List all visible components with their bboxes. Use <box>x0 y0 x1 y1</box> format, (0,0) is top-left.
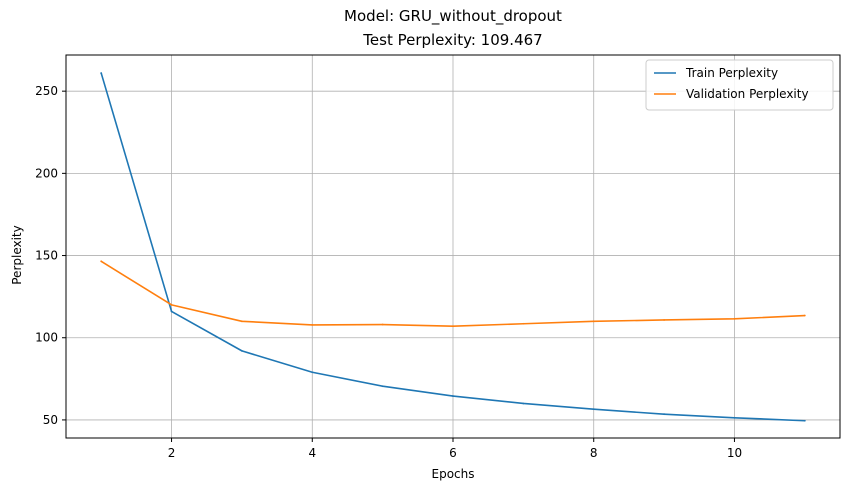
y-tick-label: 200 <box>35 166 58 180</box>
chart-title: Model: GRU_without_dropout <box>344 7 562 26</box>
train-perplexity-point <box>100 72 103 74</box>
train-perplexity-point <box>381 385 384 388</box>
train-perplexity-legend-label: Train Perplexity <box>685 66 778 80</box>
train-perplexity-point <box>452 395 454 397</box>
plot-series <box>100 72 806 422</box>
y-axis-label: Perplexity <box>10 225 24 285</box>
train-perplexity-point <box>170 310 173 313</box>
y-tick-label: 250 <box>35 84 58 98</box>
validation-perplexity-point <box>733 317 736 320</box>
y-tick-label: 50 <box>43 413 58 427</box>
train-perplexity-point <box>733 416 736 419</box>
x-axis-ticks: 2 4 6 8 10 <box>168 438 742 460</box>
train-perplexity-point <box>311 371 314 374</box>
validation-perplexity-point <box>803 314 806 317</box>
train-perplexity-point <box>241 349 243 352</box>
x-tick-label: 8 <box>590 446 598 460</box>
validation-perplexity-point <box>241 320 243 323</box>
legend: Train Perplexity Validation Perplexity <box>645 59 834 111</box>
validation-perplexity-point <box>452 325 454 328</box>
y-tick-label: 100 <box>35 331 58 345</box>
validation-perplexity-point <box>522 322 525 325</box>
train-perplexity-point <box>522 402 525 405</box>
x-tick-label: 2 <box>168 446 176 460</box>
validation-perplexity-point <box>170 303 173 306</box>
train-perplexity-point <box>592 408 595 411</box>
validation-perplexity-point <box>311 324 314 326</box>
x-tick-label: 10 <box>727 446 742 460</box>
validation-perplexity-point <box>381 323 384 326</box>
validation-perplexity-point <box>100 260 103 263</box>
train-perplexity-point <box>663 413 665 416</box>
x-axis-label: Epochs <box>432 467 475 481</box>
validation-perplexity-point <box>663 319 665 321</box>
y-axis-ticks: 50 100 150 200 250 <box>35 84 66 427</box>
chart-subtitle: Test Perplexity: 109.467 <box>362 31 542 49</box>
y-tick-label: 150 <box>35 249 58 263</box>
legend-box <box>645 59 834 111</box>
x-tick-label: 6 <box>449 446 457 460</box>
train-perplexity-point <box>803 419 806 422</box>
grid-lines <box>66 55 840 438</box>
validation-perplexity-point <box>592 320 595 323</box>
x-tick-label: 4 <box>308 446 316 460</box>
validation-perplexity-legend-label: Validation Perplexity <box>686 87 809 101</box>
